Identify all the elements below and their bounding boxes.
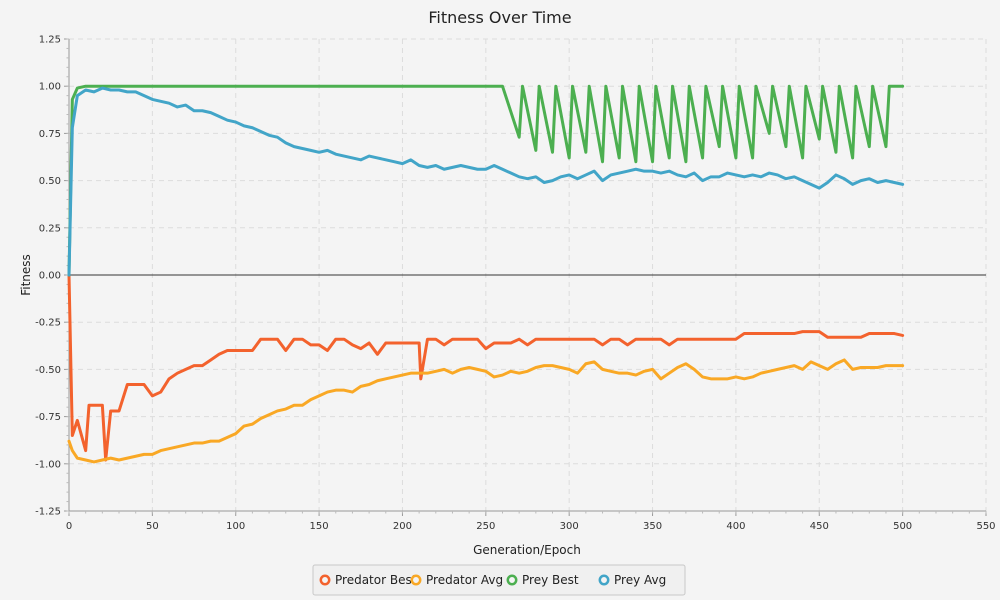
y-tick-label: -0.75 bbox=[35, 412, 61, 423]
x-tick-label: 200 bbox=[393, 521, 412, 532]
y-tick-label: 1.25 bbox=[39, 35, 61, 46]
legend-box bbox=[312, 564, 686, 596]
x-tick-label: 250 bbox=[476, 521, 495, 532]
x-tick-label: 400 bbox=[726, 521, 745, 532]
legend-item-prey-best[interactable]: Prey Best bbox=[506, 573, 579, 587]
x-tick-label: 0 bbox=[66, 521, 72, 532]
x-tick-label: 550 bbox=[976, 521, 995, 532]
x-tick-label: 50 bbox=[146, 521, 159, 532]
x-tick-label: 150 bbox=[310, 521, 329, 532]
y-tick-label: -1.00 bbox=[35, 459, 61, 470]
y-tick-label: 0.00 bbox=[39, 271, 61, 282]
y-tick-label: -1.25 bbox=[35, 507, 61, 518]
legend-item-predator-best[interactable]: Predator Best bbox=[319, 573, 417, 587]
x-tick-label: 300 bbox=[560, 521, 579, 532]
legend: Predator Best Predator Avg Prey Best Prey A… bbox=[312, 564, 686, 596]
y-tick-label: 0.25 bbox=[39, 223, 61, 234]
series-line-predator-avg bbox=[67, 358, 905, 464]
x-axis-title: Generation/Epoch bbox=[473, 543, 581, 557]
legend-label-predator-avg: Predator Avg bbox=[426, 573, 503, 587]
legend-marker-predator-avg bbox=[410, 574, 422, 586]
axes: -1.25 -1.00 -0.75 -0.50 -0.25 0.00 0.25 0.50 0.7… bbox=[35, 35, 995, 533]
legend-marker-predator-best bbox=[319, 574, 331, 586]
y-tick-label: -0.50 bbox=[35, 365, 61, 376]
legend-marker-prey-best bbox=[506, 574, 518, 586]
x-tick-label: 350 bbox=[643, 521, 662, 532]
series-line-prey-best bbox=[67, 84, 905, 277]
series-lines bbox=[67, 84, 905, 464]
y-tick-label: -0.25 bbox=[35, 318, 61, 329]
series-line-predator-best bbox=[67, 273, 905, 462]
legend-label-prey-avg: Prey Avg bbox=[614, 573, 666, 587]
y-tick-label: 0.50 bbox=[39, 176, 61, 187]
y-tick-label: 0.75 bbox=[39, 129, 61, 140]
x-tick-label: 450 bbox=[810, 521, 829, 532]
legend-marker-prey-avg bbox=[598, 574, 610, 586]
y-tick-label: 1.00 bbox=[39, 82, 61, 93]
legend-item-predator-avg[interactable]: Predator Avg bbox=[410, 573, 503, 587]
y-axis-title: Fitness bbox=[19, 254, 33, 296]
legend-item-prey-avg[interactable]: Prey Avg bbox=[598, 573, 666, 587]
legend-label-prey-best: Prey Best bbox=[522, 573, 579, 587]
x-tick-label: 100 bbox=[226, 521, 245, 532]
legend-label-predator-best: Predator Best bbox=[335, 573, 417, 587]
series-line-prey-avg bbox=[67, 86, 905, 277]
chart-title: Fitness Over Time bbox=[428, 8, 571, 27]
x-tick-label: 500 bbox=[893, 521, 912, 532]
